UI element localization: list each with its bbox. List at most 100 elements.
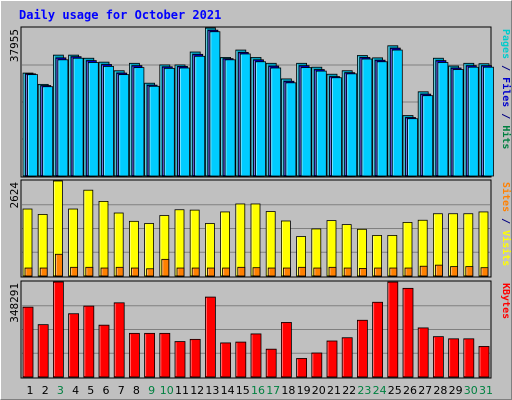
x-tick-label: 9	[148, 384, 155, 397]
x-tick-label: 10	[160, 384, 174, 397]
bar-kbytes	[326, 340, 338, 378]
bar-kbytes	[417, 327, 429, 378]
bar-pages	[72, 57, 84, 177]
x-tick-label: 15	[236, 384, 250, 397]
bar-kbytes	[22, 306, 34, 378]
legend-part: Files	[500, 77, 512, 107]
bar-sites	[115, 266, 124, 277]
legend-part: Pages	[500, 29, 511, 59]
bar-pages	[270, 67, 282, 177]
bar-pages	[467, 66, 479, 177]
bar-kbytes	[387, 281, 399, 378]
bar-sites	[343, 267, 352, 277]
bar-kbytes	[189, 338, 201, 378]
x-tick-label: 27	[418, 384, 432, 397]
bar-sites	[313, 267, 322, 277]
bar-pages	[87, 62, 99, 177]
bar-kbytes	[356, 319, 368, 378]
x-tick-label: 23	[357, 384, 371, 397]
legend-part: Hits	[500, 125, 512, 149]
x-tick-label: 6	[103, 384, 110, 397]
bar-sites	[100, 267, 109, 277]
series-legend: Sites / Visits	[500, 182, 512, 266]
bar-pages	[255, 61, 266, 177]
bar-kbytes	[250, 333, 262, 378]
bar-kbytes	[235, 341, 247, 378]
bar-sites	[298, 266, 307, 277]
x-tick-label: 11	[175, 384, 189, 397]
x-tick-label: 29	[449, 384, 463, 397]
x-tick-label: 3	[57, 384, 64, 397]
x-tick-label: 20	[312, 384, 326, 397]
bar-pages	[57, 59, 69, 177]
x-tick-label: 12	[190, 384, 204, 397]
bar-pages	[346, 73, 358, 177]
panel-hits_files_pages: 37955 Pages / Files / Hits	[8, 26, 512, 178]
bar-kbytes	[98, 324, 110, 378]
y-max-label: 2624	[8, 182, 21, 209]
bar-sites	[374, 267, 383, 277]
bar-kbytes	[113, 302, 125, 378]
bar-sites	[206, 267, 215, 277]
bar-kbytes	[280, 322, 292, 378]
bar-kbytes	[204, 296, 216, 378]
bar-pages	[331, 77, 342, 177]
x-tick-label: 2	[42, 384, 49, 397]
bar-sites	[130, 267, 139, 277]
bar-sites	[419, 265, 428, 277]
x-tick-label: 19	[297, 384, 311, 397]
bar-pages	[148, 85, 160, 177]
y-max-label: 348291	[8, 283, 21, 323]
bar-sites	[24, 267, 33, 277]
bar-sites	[39, 267, 48, 277]
bar-sites	[70, 266, 78, 277]
bar-kbytes	[341, 337, 353, 378]
bar-sites	[450, 266, 459, 277]
bar-pages	[103, 66, 114, 177]
bar-kbytes	[128, 332, 140, 378]
bar-kbytes	[174, 341, 186, 378]
panel-visits_sites: 2624 Sites / Visits	[8, 179, 512, 278]
x-tick-label: 30	[464, 384, 478, 397]
bar-kbytes	[265, 348, 277, 378]
chart-title: Daily usage for October 2021	[19, 8, 222, 22]
x-tick-label: 21	[327, 384, 341, 397]
bar-sites	[480, 267, 489, 277]
x-tick-label: 26	[403, 384, 417, 397]
bar-pages	[407, 118, 418, 177]
series-legend: KBytes	[500, 283, 511, 319]
x-tick-label: 13	[205, 384, 219, 397]
bar-sites	[389, 267, 398, 277]
bar-kbytes	[220, 342, 232, 378]
bar-sites	[267, 267, 276, 277]
bar-kbytes	[83, 305, 95, 378]
x-tick-label: 17	[266, 384, 280, 397]
bar-pages	[483, 66, 494, 177]
bar-kbytes	[53, 281, 64, 378]
x-tick-label: 31	[479, 384, 493, 397]
bar-sites	[146, 268, 155, 277]
bar-pages	[361, 58, 373, 177]
bar-pages	[452, 69, 464, 177]
bar-pages	[300, 67, 312, 177]
bar-sites	[176, 267, 185, 277]
legend-part: Sites	[500, 182, 512, 212]
bar-pages	[163, 67, 175, 177]
bar-kbytes	[68, 313, 79, 378]
bar-pages	[376, 61, 388, 177]
bar-sites	[465, 266, 474, 277]
legend-part: KBytes	[500, 283, 511, 319]
bar-pages	[391, 49, 403, 177]
x-tick-label: 14	[221, 384, 235, 397]
bar-pages	[209, 31, 221, 177]
bar-sites	[328, 266, 337, 277]
bar-sites	[434, 264, 443, 277]
bar-sites	[282, 267, 291, 277]
legend-part: /	[500, 59, 511, 77]
bar-pages	[42, 86, 54, 177]
bar-sites	[191, 267, 200, 277]
series-legend: Pages / Files / Hits	[500, 29, 512, 149]
bar-kbytes	[144, 332, 156, 378]
bar-sites	[161, 258, 170, 277]
bar-kbytes	[159, 332, 171, 378]
